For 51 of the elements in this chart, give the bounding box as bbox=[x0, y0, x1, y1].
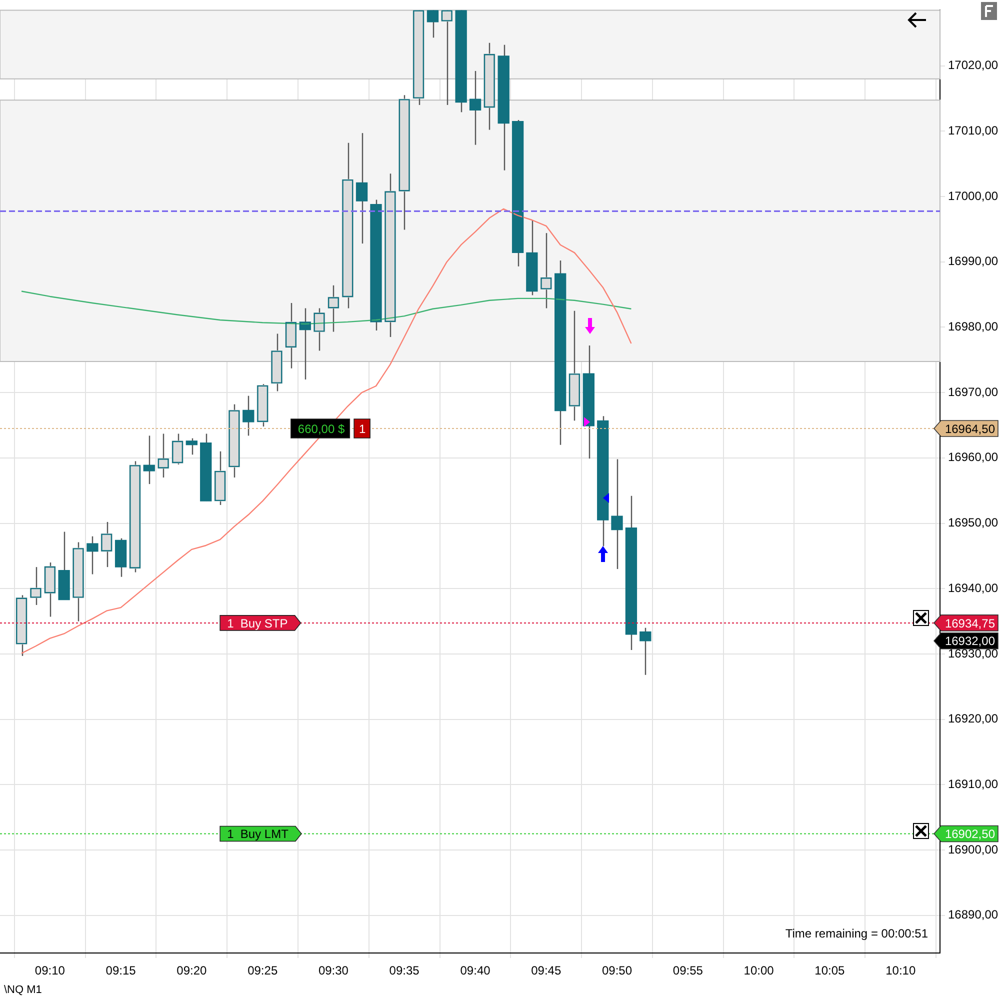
ref-line-label: 16902,50 bbox=[944, 827, 996, 842]
y-tick-label: 16900,00 bbox=[948, 842, 998, 856]
x-tick-label: 09:10 bbox=[34, 964, 66, 978]
candlestick bbox=[143, 435, 155, 485]
x-tick-label: 09:55 bbox=[672, 964, 704, 978]
x-tick-label: 09:50 bbox=[602, 964, 632, 978]
y-tick-label: 17000,00 bbox=[948, 188, 998, 203]
x-tick-label: 09:25 bbox=[248, 964, 278, 978]
y-tick-label: 17020,00 bbox=[948, 58, 998, 72]
annotation: 660,00 $ bbox=[298, 422, 345, 436]
candlestick bbox=[299, 308, 311, 380]
x-tick-label: 09:30 bbox=[318, 964, 349, 978]
y-tick-label: 16980,00 bbox=[948, 320, 998, 334]
y-tick-label: 16890,00 bbox=[948, 908, 998, 922]
annotation: 1 Buy LMT bbox=[227, 827, 290, 842]
y-tick-label: 16970,00 bbox=[948, 384, 998, 399]
candlestick bbox=[356, 132, 368, 244]
y-tick-label: 16910,00 bbox=[948, 777, 998, 792]
y-tick-label: 16960,00 bbox=[948, 450, 998, 464]
y-tick-label: 16920,00 bbox=[948, 712, 998, 726]
x-tick-label: 10:00 bbox=[744, 964, 774, 978]
x-tick-label: 09:20 bbox=[176, 964, 207, 978]
y-tick-label: 16930,00 bbox=[948, 646, 998, 660]
y-tick-label: 17010,00 bbox=[948, 123, 998, 138]
x-tick-label: 09:40 bbox=[460, 964, 491, 978]
annotation: 1 Buy STP bbox=[227, 616, 288, 630]
y-tick-label: 16950,00 bbox=[948, 516, 998, 530]
candlestick bbox=[313, 308, 326, 352]
candlestick bbox=[328, 284, 340, 332]
candlestick bbox=[540, 232, 552, 309]
annotation: Time remaining = 00:00:51 bbox=[785, 926, 928, 940]
x-tick-label: 10:10 bbox=[886, 964, 916, 978]
candlestick bbox=[86, 536, 98, 575]
text: \NQ M1 bbox=[4, 984, 42, 996]
candlestick bbox=[640, 627, 652, 676]
y-tick-label: 16990,00 bbox=[948, 254, 998, 268]
x-tick-label: 09:15 bbox=[106, 964, 136, 978]
x-tick-label: 10:05 bbox=[814, 964, 846, 978]
annotation: 1 bbox=[359, 422, 366, 436]
candlestick bbox=[469, 70, 482, 146]
candlestick bbox=[186, 438, 198, 456]
candlestick bbox=[242, 395, 254, 436]
ref-line-label: 16934,75 bbox=[944, 616, 996, 630]
x-tick-label: 09:45 bbox=[531, 964, 562, 978]
candlestick bbox=[441, 10, 453, 106]
ref-line-label: 16964,50 bbox=[944, 422, 996, 436]
text: 16932,00 bbox=[944, 634, 996, 648]
x-tick-label: 09:35 bbox=[389, 964, 420, 978]
candlestick bbox=[426, 10, 439, 38]
y-tick-label: 16940,00 bbox=[948, 580, 998, 595]
candlestick bbox=[611, 458, 623, 570]
